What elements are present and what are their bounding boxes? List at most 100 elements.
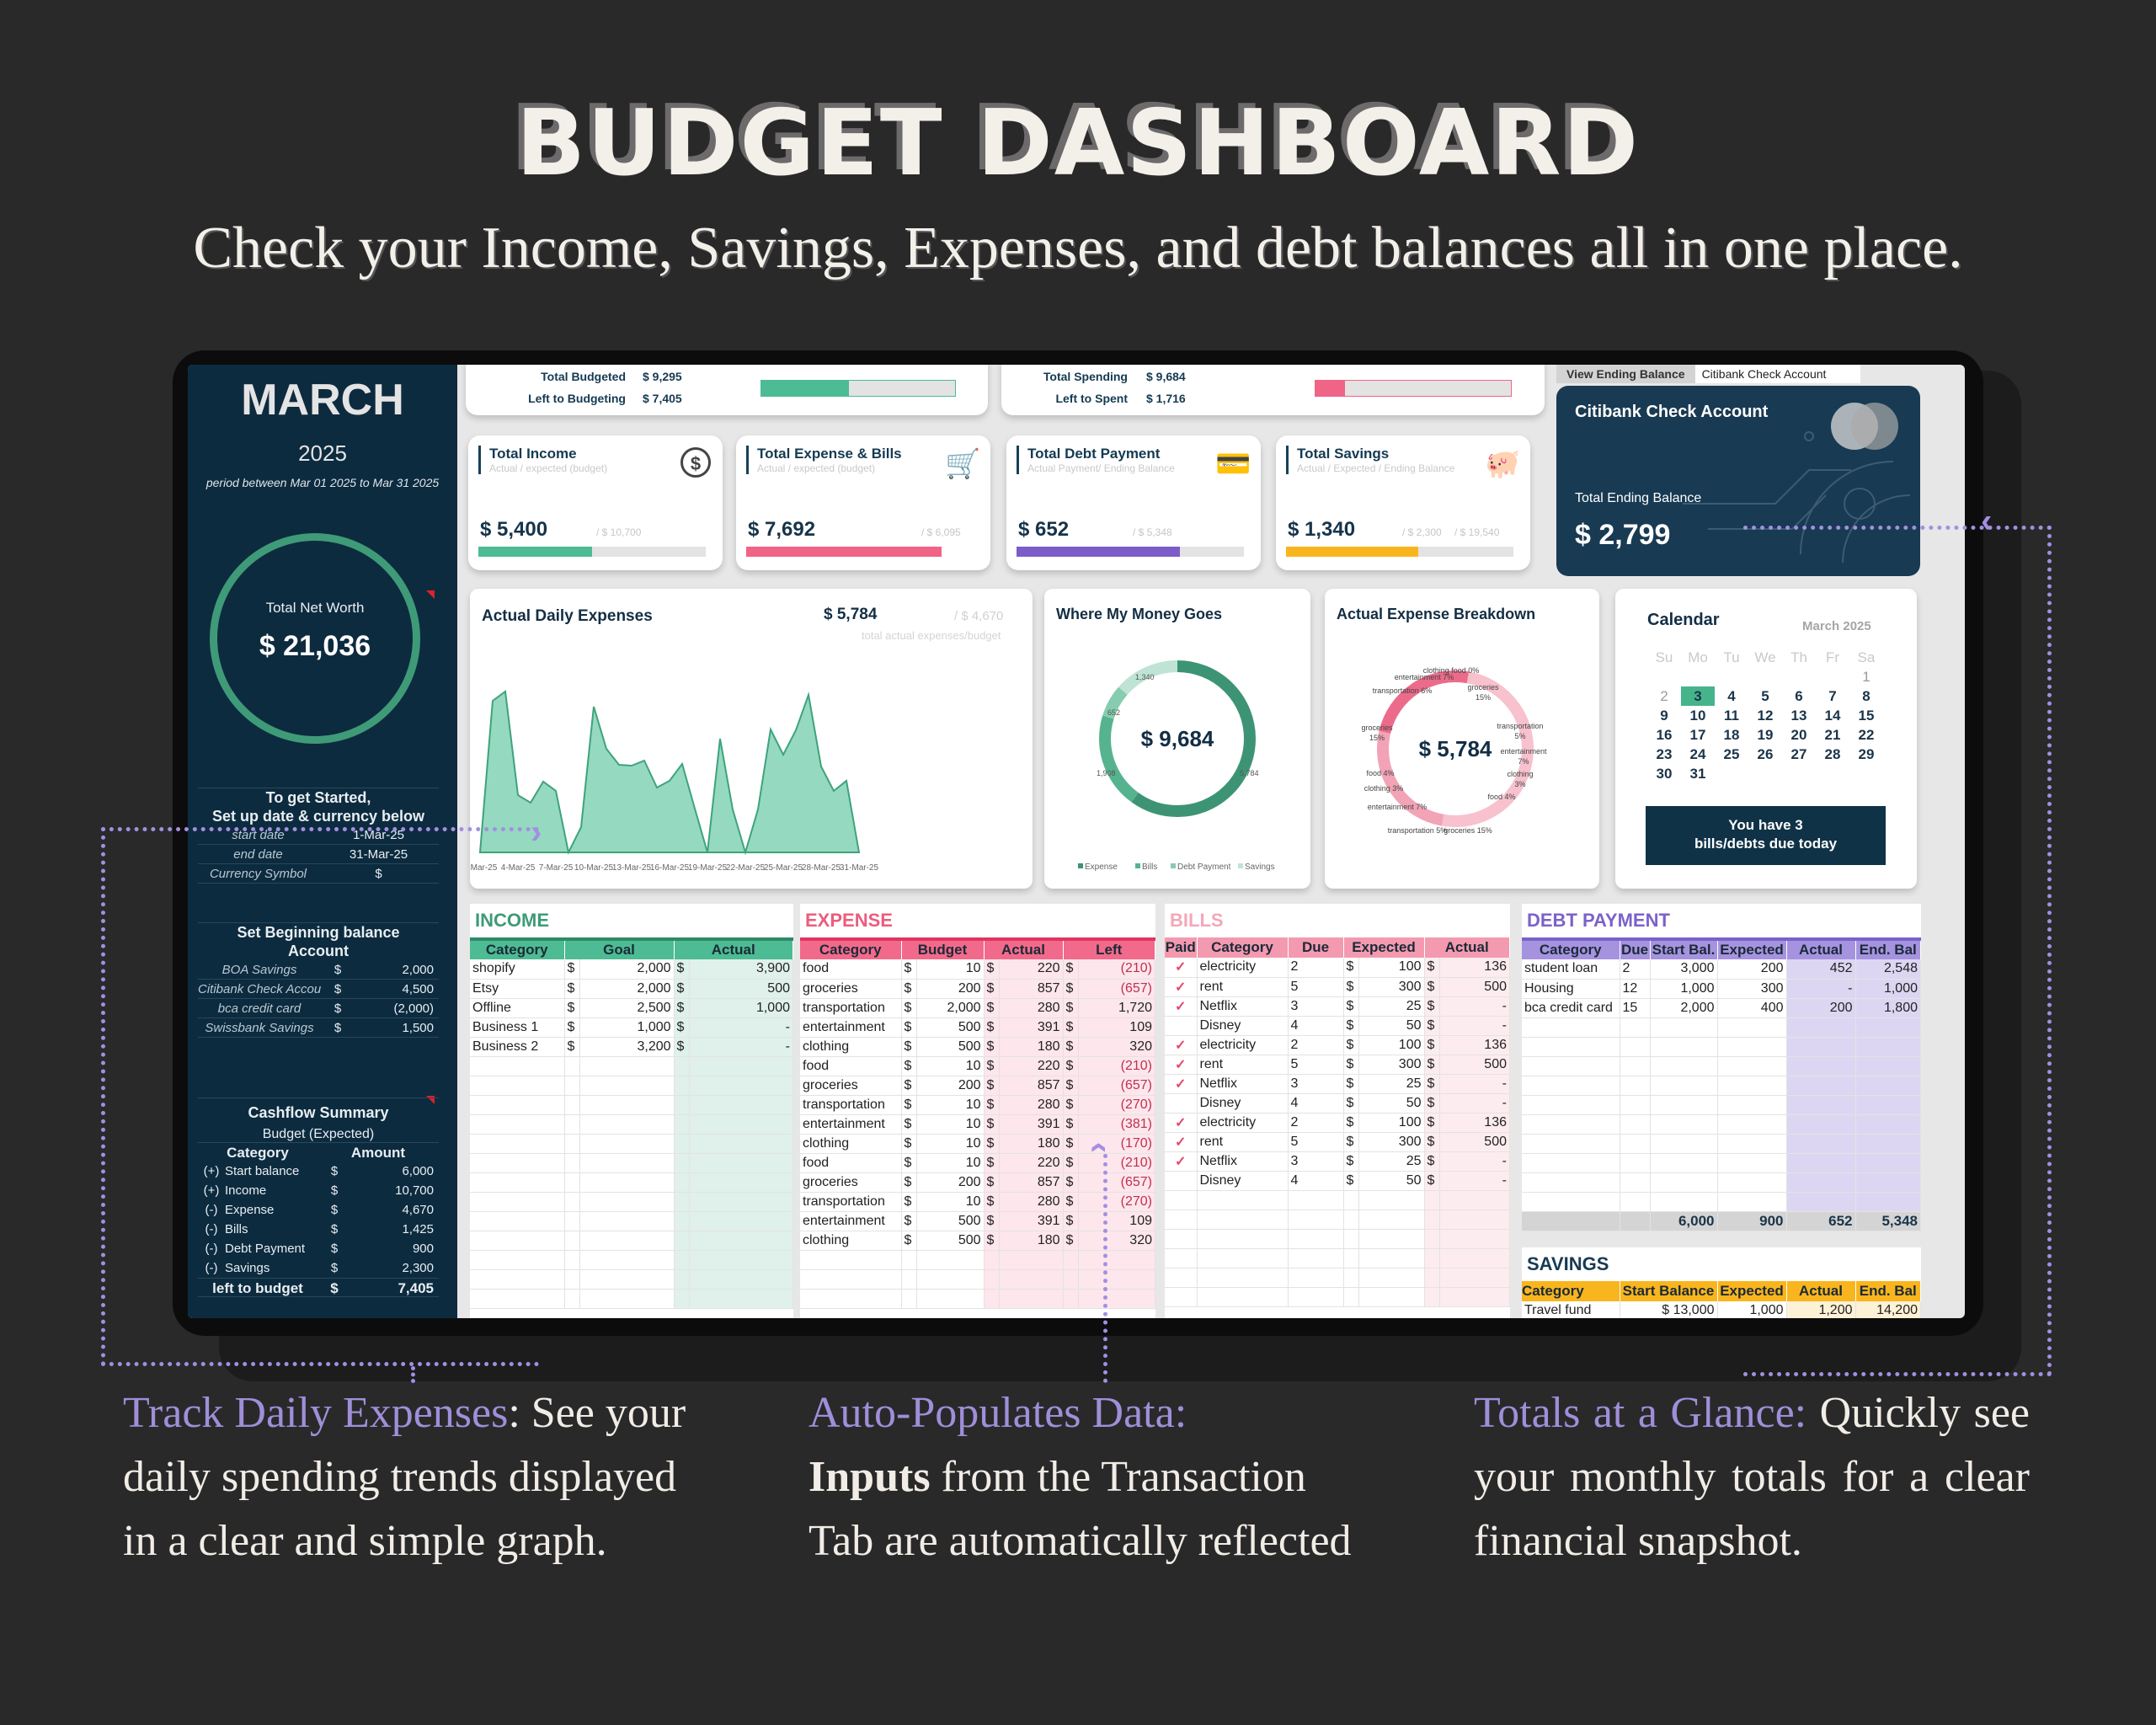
calendar-day[interactable]: 11: [1724, 708, 1739, 724]
cell[interactable]: [1343, 1268, 1359, 1288]
cell[interactable]: $: [1063, 1192, 1079, 1212]
cell[interactable]: $: [1343, 958, 1359, 978]
cell[interactable]: [1855, 1172, 1921, 1193]
cell[interactable]: 200: [916, 1076, 985, 1096]
cell[interactable]: $: [984, 1172, 1000, 1193]
table-row[interactable]: ✓ rent 5 $300 $500: [1165, 1132, 1510, 1152]
cell[interactable]: 220: [999, 1056, 1064, 1076]
table-row[interactable]: Disney 4 $50 $ -: [1165, 1093, 1510, 1114]
cell[interactable]: [1358, 1190, 1425, 1210]
cell[interactable]: 3: [1288, 1074, 1344, 1094]
table-row[interactable]: groceries $200 $857 $ (657): [800, 1172, 1156, 1193]
cell[interactable]: $: [1343, 977, 1359, 997]
cell[interactable]: 100: [1358, 958, 1425, 978]
cell[interactable]: $: [1343, 1055, 1359, 1075]
cell[interactable]: [564, 1095, 580, 1115]
balance-row[interactable]: Citibank Check Account $4,500: [198, 980, 439, 999]
cell[interactable]: [916, 1269, 985, 1290]
cell[interactable]: $: [564, 1017, 580, 1038]
cell[interactable]: 500: [916, 1211, 985, 1231]
cell[interactable]: $: [901, 1231, 917, 1251]
cell[interactable]: [689, 1231, 794, 1251]
cell[interactable]: 2: [1620, 959, 1651, 980]
table-row[interactable]: [470, 1269, 794, 1290]
cell[interactable]: 320: [1078, 1231, 1156, 1251]
cell[interactable]: 5: [1288, 1132, 1344, 1152]
account-select[interactable]: Citibank Check Account: [1694, 365, 1860, 383]
cell[interactable]: [470, 1231, 565, 1251]
balance-input[interactable]: 2,000: [402, 963, 434, 977]
cell[interactable]: [564, 1192, 580, 1212]
table-row[interactable]: Travel fund $ 13,000 1,000 1,200 14,200: [1522, 1301, 1921, 1318]
cell[interactable]: [689, 1114, 794, 1135]
cell[interactable]: $: [1424, 996, 1440, 1017]
cell[interactable]: $: [1343, 1074, 1359, 1094]
cell[interactable]: 2: [1288, 958, 1344, 978]
cell[interactable]: clothing: [800, 1231, 902, 1251]
calendar-day[interactable]: 19: [1757, 727, 1774, 743]
cell[interactable]: [1358, 1248, 1425, 1268]
table-row[interactable]: [470, 1076, 794, 1096]
calendar-day[interactable]: 23: [1656, 746, 1673, 762]
cell[interactable]: [564, 1289, 580, 1309]
start-date-input[interactable]: 1-Mar-25: [353, 828, 404, 842]
cell[interactable]: 200: [916, 979, 985, 999]
cell[interactable]: [674, 1056, 690, 1076]
cell[interactable]: $: [674, 1037, 690, 1057]
cell[interactable]: [1717, 1095, 1787, 1115]
table-row[interactable]: [470, 1211, 794, 1231]
table-row[interactable]: [470, 1289, 794, 1309]
cell[interactable]: $: [1343, 1171, 1359, 1191]
table-row[interactable]: [1165, 1229, 1510, 1249]
cell[interactable]: 200: [1786, 998, 1856, 1018]
cell[interactable]: $: [1343, 1151, 1359, 1172]
cell[interactable]: 391: [999, 1211, 1064, 1231]
cell[interactable]: $: [564, 959, 580, 980]
cell[interactable]: [674, 1134, 690, 1154]
cell[interactable]: [1717, 1114, 1787, 1135]
cell[interactable]: [1522, 1056, 1620, 1076]
calendar-day[interactable]: 17: [1689, 727, 1706, 743]
table-row[interactable]: [1522, 1037, 1921, 1057]
cell[interactable]: [1439, 1210, 1510, 1230]
cell[interactable]: ✓: [1165, 1074, 1198, 1094]
cell[interactable]: [1439, 1229, 1510, 1249]
cell[interactable]: [1620, 1114, 1651, 1135]
cell[interactable]: [1522, 1134, 1620, 1154]
cell[interactable]: 400: [1717, 998, 1787, 1018]
cell[interactable]: $: [984, 1231, 1000, 1251]
calendar-day[interactable]: 12: [1757, 708, 1774, 724]
cell[interactable]: [1358, 1268, 1425, 1288]
cell[interactable]: 10: [916, 1114, 985, 1135]
cell[interactable]: [1650, 1037, 1718, 1057]
cell[interactable]: 500: [916, 1017, 985, 1038]
cell[interactable]: clothing: [800, 1134, 902, 1154]
cell[interactable]: [1650, 1076, 1718, 1096]
cell[interactable]: [564, 1114, 580, 1135]
cell[interactable]: [579, 1172, 675, 1193]
cell[interactable]: $: [901, 998, 917, 1018]
cell[interactable]: [470, 1250, 565, 1270]
cell[interactable]: $: [984, 1211, 1000, 1231]
cell[interactable]: -: [1439, 1093, 1510, 1114]
cell[interactable]: 100: [1358, 1035, 1425, 1055]
table-row[interactable]: ✓ Netflix 3 $25 $ -: [1165, 996, 1510, 1017]
cell[interactable]: rent: [1197, 1055, 1289, 1075]
cell[interactable]: $: [1063, 1231, 1079, 1251]
cell[interactable]: [689, 1056, 794, 1076]
table-row[interactable]: ✓ electricity 2 $100 $136: [1165, 1113, 1510, 1133]
cell[interactable]: 2: [1288, 1113, 1344, 1133]
calendar-day[interactable]: 8: [1862, 688, 1870, 704]
cell[interactable]: 280: [999, 998, 1064, 1018]
cell[interactable]: $: [1063, 1134, 1079, 1154]
cell[interactable]: [800, 1289, 902, 1309]
calendar-day[interactable]: 21: [1824, 727, 1841, 743]
cell[interactable]: [579, 1192, 675, 1212]
cell[interactable]: 3,900: [689, 959, 794, 980]
cell[interactable]: [901, 1289, 917, 1309]
cell[interactable]: [1786, 1172, 1856, 1193]
cell[interactable]: 10: [916, 1192, 985, 1212]
table-row[interactable]: ✓ rent 5 $300 $500: [1165, 1055, 1510, 1075]
cell[interactable]: $: [984, 1095, 1000, 1115]
cell[interactable]: [1165, 1287, 1198, 1307]
